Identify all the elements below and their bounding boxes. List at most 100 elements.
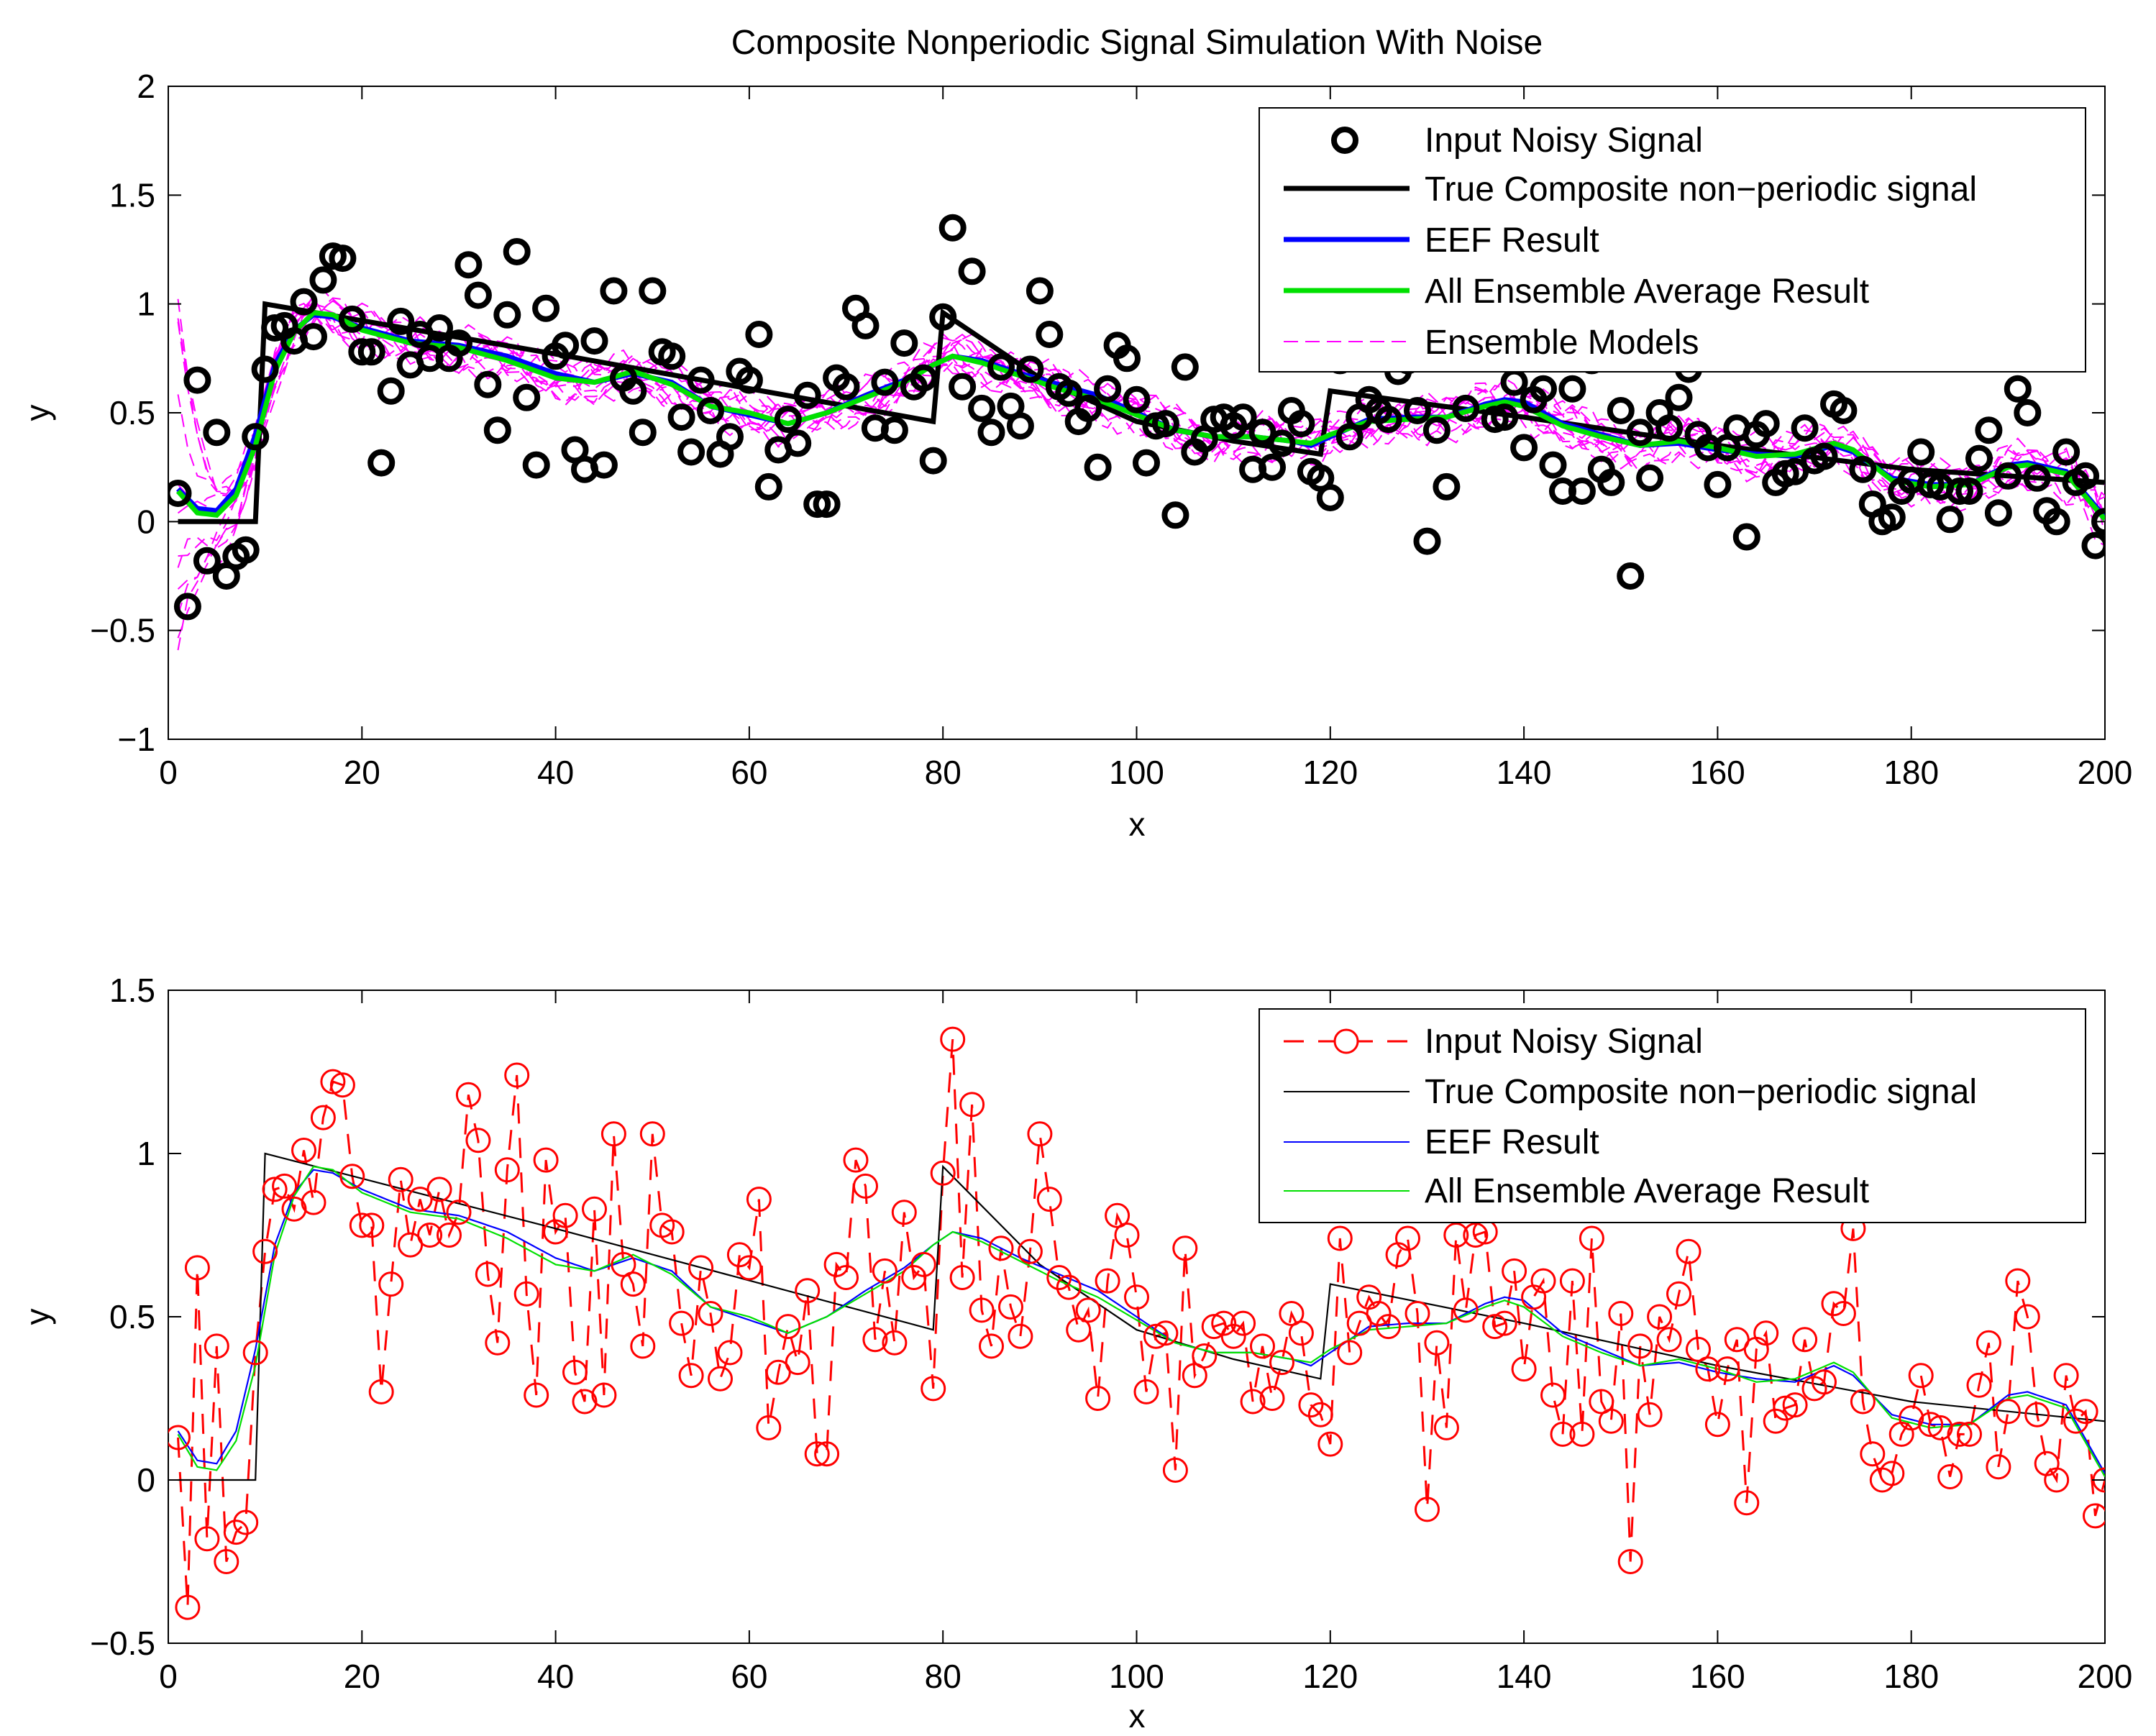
series-ensemble-average <box>177 1165 2105 1478</box>
noisy-point <box>242 1340 268 1366</box>
noisy-point <box>1055 379 1083 407</box>
x-tick-label: 200 <box>2078 754 2133 791</box>
noisy-point <box>1413 527 1441 555</box>
noisy-point <box>300 323 327 351</box>
noisy-point <box>513 383 541 411</box>
plot-area-clip <box>168 1026 2105 1620</box>
noisy-point <box>832 373 860 401</box>
top-panel: 0 20 40 60 80 100 120 140 160 180 200 −1 −0.5 0 0.5 1 1.… <box>19 68 2132 843</box>
noisy-point <box>503 238 531 265</box>
noisy-point <box>1259 1386 1285 1411</box>
noisy-point <box>203 419 231 447</box>
top-legend-entry-true: True Composite non−periodic signal <box>1425 170 1977 209</box>
noisy-point <box>524 1382 549 1408</box>
noisy-point <box>1026 277 1054 305</box>
noisy-point <box>252 1238 278 1264</box>
noisy-point <box>1937 1464 1963 1489</box>
noisy-point <box>1704 470 1732 498</box>
noisy-point <box>930 1160 956 1186</box>
noisy-point <box>407 1187 433 1212</box>
ensemble-model-line <box>177 302 2105 568</box>
top-legend-entry-avg: All Ensemble Average Result <box>1425 273 1869 311</box>
noisy-point <box>1714 1356 1740 1382</box>
noisy-point <box>183 366 211 394</box>
ensemble-model-line <box>177 289 2105 590</box>
noisy-point <box>708 1366 733 1392</box>
noisy-point <box>1036 321 1064 348</box>
noisy-point <box>804 1441 830 1467</box>
bottom-legend-box <box>1259 1008 2086 1223</box>
x-tick-label: 100 <box>1109 754 1164 791</box>
noisy-point <box>1502 1258 1527 1284</box>
noisy-point <box>1995 1399 2021 1425</box>
noisy-point <box>910 364 938 392</box>
noisy-point <box>475 1261 501 1287</box>
noisy-point <box>1957 1421 1982 1447</box>
noisy-point <box>446 1200 472 1225</box>
noisy-point <box>949 1265 975 1290</box>
ensemble-model-line <box>177 298 2105 517</box>
noisy-point <box>1259 453 1286 481</box>
noisy-point <box>1965 444 1993 472</box>
noisy-point <box>1016 355 1044 383</box>
x-tick-label: 160 <box>1690 1658 1745 1695</box>
noisy-point <box>1850 1389 1876 1415</box>
noisy-point <box>1879 1461 1905 1486</box>
noisy-point <box>184 1255 210 1281</box>
x-tick-label: 20 <box>344 754 380 791</box>
noisy-point <box>1860 1441 1886 1467</box>
noisy-point <box>988 1235 1014 1261</box>
noisy-point <box>291 1138 316 1163</box>
noisy-point <box>785 1350 810 1376</box>
noisy-point <box>214 1549 239 1574</box>
x-tick-label: 140 <box>1497 754 1552 791</box>
x-tick-label: 20 <box>344 1658 380 1695</box>
noisy-point <box>1695 1356 1721 1382</box>
y-tick-label: 1 <box>137 285 155 323</box>
noisy-point <box>979 1333 1004 1359</box>
noisy-point <box>880 416 908 444</box>
noisy-point <box>1046 1265 1072 1290</box>
top-legend-entry-ensemble: Ensemble Models <box>1425 324 1699 362</box>
noisy-point <box>998 1294 1023 1320</box>
noisy-point <box>600 1121 626 1147</box>
noisy-point <box>774 406 802 434</box>
bottom-panel: 0 20 40 60 80 100 120 140 160 180 200−0.500.511.5 … <box>19 972 2132 1735</box>
x-tick-label: 100 <box>1109 1658 1164 1695</box>
noisy-point <box>1569 1421 1595 1447</box>
noisy-point <box>629 419 657 447</box>
noisy-point <box>194 1526 220 1552</box>
noisy-point <box>726 1242 752 1268</box>
noisy-point <box>1540 1382 1566 1408</box>
noisy-point <box>1443 1223 1469 1248</box>
noisy-point <box>1114 1223 1140 1248</box>
noisy-point <box>339 1164 365 1189</box>
noisy-point <box>1791 414 1819 442</box>
noisy-point <box>368 1379 394 1404</box>
noisy-point <box>494 1157 520 1183</box>
top-x-axis-label: x <box>1129 805 1146 843</box>
noisy-point <box>522 451 550 479</box>
noisy-point <box>242 423 270 451</box>
noisy-point <box>1491 403 1519 431</box>
noisy-point <box>309 266 337 294</box>
noisy-point <box>1075 1297 1101 1323</box>
noisy-point <box>2023 464 2051 492</box>
noisy-point <box>1153 1320 1179 1346</box>
noisy-point <box>367 449 396 477</box>
noisy-point <box>1530 375 1557 403</box>
noisy-point <box>977 419 1005 447</box>
noisy-point <box>1647 1304 1673 1330</box>
noisy-point <box>359 1212 385 1238</box>
noisy-point <box>1792 1327 1818 1353</box>
noisy-point <box>1288 1320 1314 1346</box>
noisy-point <box>2052 438 2080 466</box>
noisy-point <box>1617 1549 1643 1574</box>
noisy-point <box>1143 1323 1169 1349</box>
noisy-point <box>1269 1350 1294 1376</box>
noisy-point <box>1782 1392 1808 1418</box>
noisy-point <box>1607 397 1635 424</box>
noisy-point <box>193 547 221 575</box>
x-tick-label: 120 <box>1302 1658 1358 1695</box>
noisy-point <box>1655 414 1684 442</box>
